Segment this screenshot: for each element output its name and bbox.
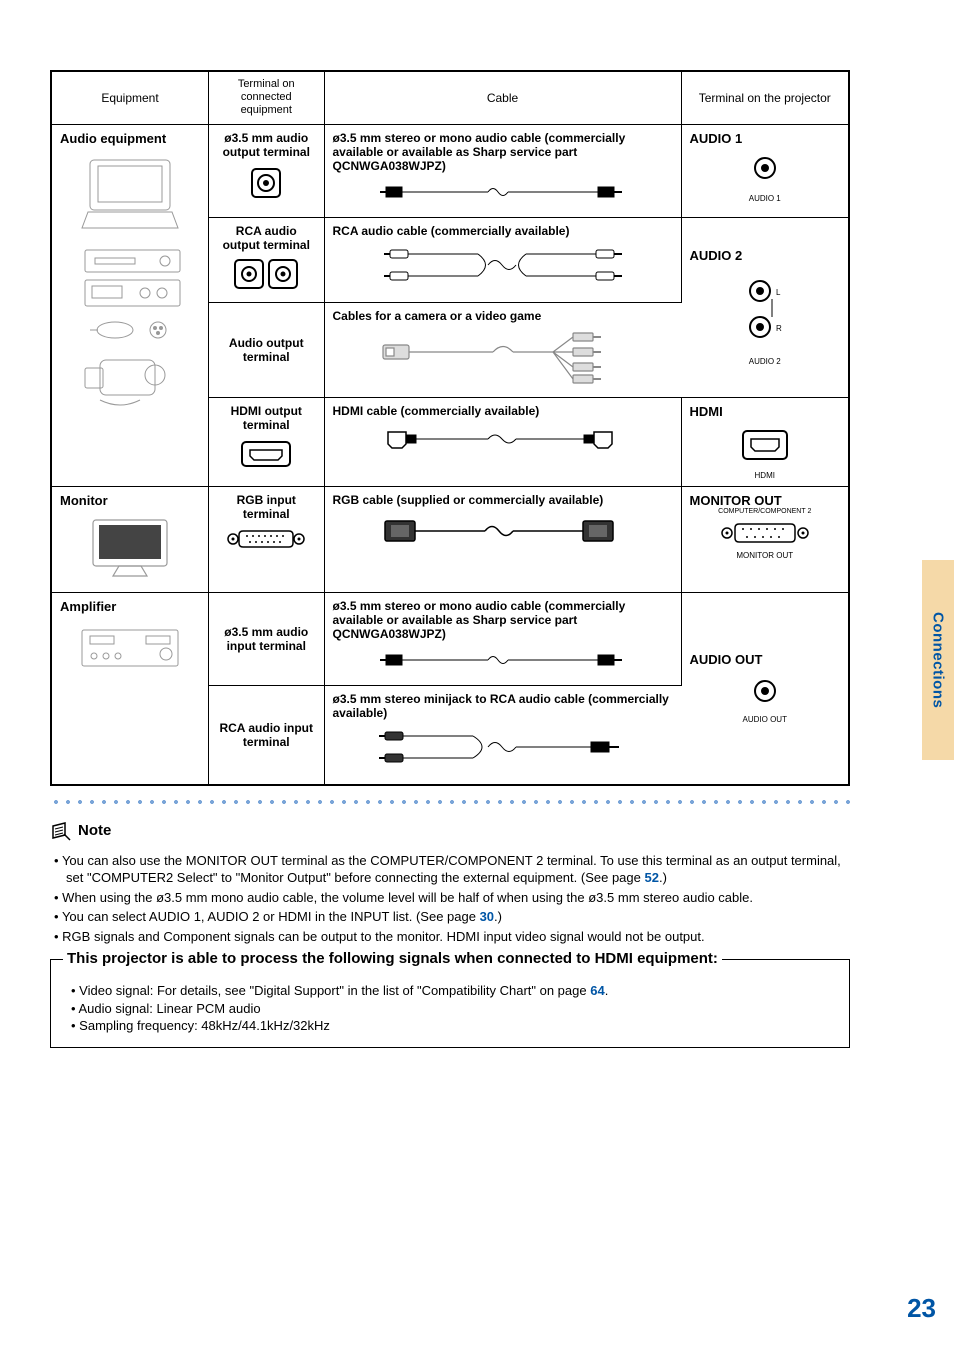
page-reference: 52 [644,870,658,885]
hdmi-list: Video signal: For details, see "Digital … [63,982,837,1035]
cable-label: Cables for a camera or a video game [333,309,674,323]
equipment-label: Amplifier [60,599,200,614]
projector-sublabel: AUDIO 1 [690,194,841,203]
projector-sublabel: COMPUTER/COMPONENT 2 [690,508,841,515]
audio-cable-icon [378,645,628,675]
header-cable: Cable [324,71,681,124]
audio-equipment-illustration [70,150,190,440]
hdmi-box-title: This projector is able to process the fo… [63,950,722,967]
cable-label: HDMI cable (commercially available) [333,404,673,418]
minijack-rca-cable-icon [373,724,633,774]
hdmi-port-icon [236,436,296,472]
projector-terminal-cell: AUDIO 2 L R AUDIO 2 [681,217,849,397]
projector-terminal-label: AUDIO 1 [690,131,841,146]
cable-label: RCA audio cable (commercially available) [333,224,673,238]
projector-sublabel: AUDIO 2 [690,357,841,366]
hdmi-cable-icon [378,422,628,456]
projector-terminal-label: HDMI [690,404,841,419]
page-reference: 64 [590,983,604,998]
note-list: You can also use the MONITOR OUT termina… [50,852,850,946]
note-item: You can select AUDIO 1, AUDIO 2 or HDMI … [54,908,850,926]
terminal-cell: ø3.5 mm audio output terminal [209,124,325,217]
terminal-cell: RCA audio output terminal [209,217,325,302]
cable-label: ø3.5 mm stereo or mono audio cable (comm… [333,599,673,641]
header-equipment: Equipment [51,71,209,124]
header-terminal-equipment: Terminal onconnected equipment [209,71,325,124]
hdmi-port-icon [735,423,795,467]
connections-table: Equipment Terminal onconnected equipment… [50,70,850,786]
terminal-cell: RCA audio input terminal [209,685,325,785]
cable-label: ø3.5 mm stereo minijack to RCA audio cab… [333,692,674,720]
svg-text:L: L [776,288,781,297]
projector-terminal-label: AUDIO 2 [690,248,841,263]
cable-cell: Cables for a camera or a video game [324,302,681,397]
projector-terminal-cell: HDMI HDMI [681,397,849,486]
projector-sublabel2: MONITOR OUT [690,551,841,560]
equipment-cell-amplifier: Amplifier [51,592,209,785]
note-heading-text: Note [78,822,111,839]
terminal-label: ø3.5 mm audio output terminal [217,131,316,159]
cable-label: ø3.5 mm stereo or mono audio cable (comm… [333,131,673,173]
jack-35mm-icon [246,163,286,203]
monitor-illustration [75,512,185,582]
projector-terminal-label: AUDIO OUT [690,652,841,667]
projector-terminal-label: MONITOR OUT [690,493,841,508]
hdmi-item: Audio signal: Linear PCM audio [71,1000,837,1018]
dotted-separator [50,796,850,808]
header-terminal-projector: Terminal on the projector [681,71,849,124]
cable-cell: ø3.5 mm stereo or mono audio cable (comm… [324,592,681,685]
note-icon [50,820,72,842]
equipment-label: Monitor [60,493,200,508]
terminal-cell: Audio output terminal [209,302,325,397]
audio1-jack-icon [745,150,785,190]
note-item: You can also use the MONITOR OUT termina… [54,852,850,887]
equipment-label: Audio equipment [60,131,200,146]
rca-cable-icon [378,242,628,292]
cable-cell: RGB cable (supplied or commercially avai… [324,486,681,592]
cable-cell: HDMI cable (commercially available) [324,397,681,486]
amplifier-illustration [70,618,190,678]
vga-port-icon [223,525,309,553]
projector-terminal-cell: MONITOR OUT COMPUTER/COMPONENT 2 MONITOR… [681,486,849,592]
cable-label: RGB cable (supplied or commercially avai… [333,493,673,507]
page-content: Equipment Terminal onconnected equipment… [50,70,930,1048]
note-item: RGB signals and Component signals can be… [54,928,850,946]
av-multi-cable-icon [373,327,633,387]
audio-out-jack-icon [745,675,785,711]
hdmi-item: Video signal: For details, see "Digital … [71,982,837,1000]
page-number: 23 [907,1293,936,1324]
vga-cable-icon [373,511,633,551]
terminal-cell: HDMI output terminal [209,397,325,486]
terminal-label: RCA audio input terminal [217,721,316,749]
projector-sublabel: AUDIO OUT [690,715,841,724]
vga-port-icon [717,519,813,547]
terminal-cell: ø3.5 mm audio input terminal [209,592,325,685]
cable-cell: RCA audio cable (commercially available) [324,217,681,302]
svg-text:R: R [776,324,782,333]
terminal-label: RGB input terminal [217,493,316,521]
audio-cable-icon [378,177,628,207]
terminal-label: Audio output terminal [217,336,316,364]
terminal-label: HDMI output terminal [217,404,316,432]
cable-cell: ø3.5 mm stereo or mono audio cable (comm… [324,124,681,217]
section-tab-label: Connections [930,612,947,708]
projector-terminal-cell: AUDIO 1 AUDIO 1 [681,124,849,217]
projector-sublabel: HDMI [690,471,841,480]
page-reference: 30 [480,909,494,924]
rca-pair-icon [231,256,301,292]
terminal-label: ø3.5 mm audio input terminal [217,625,316,653]
hdmi-item: Sampling frequency: 48kHz/44.1kHz/32kHz [71,1017,837,1035]
equipment-cell-audio: Audio equipment [51,124,209,486]
note-heading: Note [50,816,111,846]
cable-cell: ø3.5 mm stereo minijack to RCA audio cab… [324,685,681,785]
audio2-lr-icon: L R [740,273,790,353]
terminal-cell: RGB input terminal [209,486,325,592]
hdmi-info-box: This projector is able to process the fo… [50,959,850,1048]
note-item: When using the ø3.5 mm mono audio cable,… [54,889,850,907]
projector-terminal-cell: AUDIO OUT AUDIO OUT [681,592,849,785]
terminal-label: RCA audio output terminal [217,224,316,252]
equipment-cell-monitor: Monitor [51,486,209,592]
